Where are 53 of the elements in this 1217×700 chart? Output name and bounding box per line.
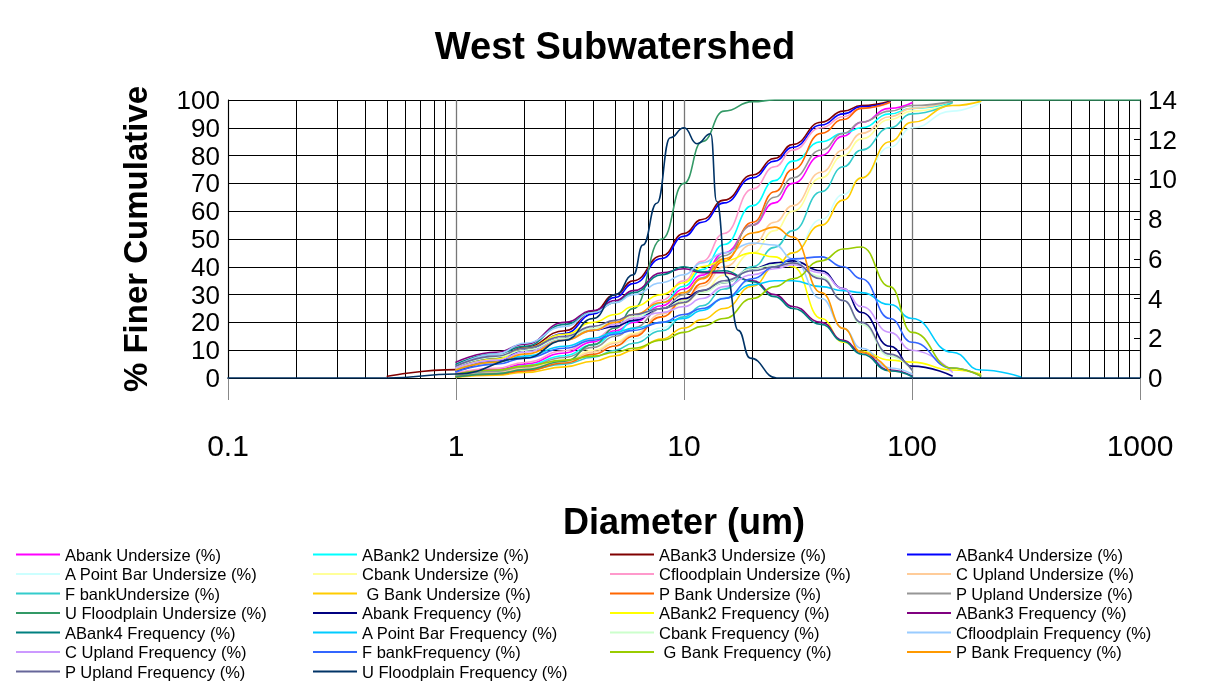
y-tick-label: 90 — [191, 112, 220, 143]
legend-label: ABank2 Frequency (%) — [659, 604, 830, 622]
y-tick-label: 60 — [191, 196, 220, 227]
y-axis-title: % Finer Cumulative — [116, 85, 154, 393]
chart-title: West Subwatershed — [434, 25, 796, 67]
legend-label: P Bank Frequency (%) — [956, 643, 1122, 661]
y-tick-label: 40 — [191, 251, 220, 282]
legend-label: ABank4 Frequency (%) — [65, 623, 236, 642]
x-tick-label: 1 — [447, 428, 465, 462]
legend-label: G Bank Frequency (%) — [659, 643, 832, 661]
legend-label: ABank2 Undersize (%) — [362, 545, 529, 564]
x-tick-label: 0.1 — [207, 428, 249, 462]
x-tick-label: 10 — [667, 428, 701, 462]
legend-label: Cfloodplain Undersize (%) — [659, 565, 851, 583]
x-tick-label: 100 — [886, 428, 938, 462]
y2-tick-label: 8 — [1148, 204, 1163, 235]
y2-tick-label: 6 — [1148, 243, 1163, 274]
legend-label: Abank Frequency (%) — [362, 604, 522, 622]
y2-tick-label: 12 — [1148, 124, 1177, 155]
y-tick-label: 30 — [191, 279, 220, 310]
legend-label: ABank3 Undersize (%) — [659, 545, 826, 564]
y-tick-label: 70 — [191, 168, 220, 199]
legend-label: C Upland Frequency (%) — [65, 643, 247, 661]
legend-label: F bankUndersize (%) — [65, 584, 220, 603]
y2-tick-label: 0 — [1148, 363, 1163, 393]
legend-label: ABank3 Frequency (%) — [956, 604, 1127, 622]
y2-tick-label: 14 — [1148, 85, 1177, 115]
legend-label: A Point Bar Frequency (%) — [362, 623, 558, 642]
x-axis-title: Diameter (um) — [562, 500, 806, 542]
legend-label: P Upland Undersize (%) — [956, 584, 1133, 603]
legend-label: Cfloodplain Frequency (%) — [956, 623, 1152, 642]
legend-label: P Upland Frequency (%) — [65, 662, 246, 681]
legend-label: ABank4 Undersize (%) — [956, 545, 1123, 564]
legend-label: F bankFrequency (%) — [362, 643, 521, 661]
y2-tick-label: 10 — [1148, 164, 1177, 195]
y-tick-label: 50 — [191, 224, 220, 254]
y-tick-label: 80 — [191, 140, 220, 171]
legend-label: P Bank Undersize (%) — [659, 584, 822, 603]
legend-label: Abank Undersize (%) — [65, 545, 221, 564]
legend-label: Cbank Frequency (%) — [659, 623, 820, 642]
y-tick-label: 0 — [205, 363, 220, 393]
y-tick-label: 20 — [191, 307, 220, 338]
legend-label: A Point Bar Undersize (%) — [65, 565, 257, 583]
y-tick-label: 10 — [191, 335, 220, 366]
y2-tick-label: 2 — [1148, 323, 1163, 354]
legend-label: U Floodplain Undersize (%) — [65, 604, 267, 622]
legend-label: C Upland Undersize (%) — [956, 565, 1134, 583]
y-tick-label: 100 — [176, 85, 220, 115]
legend-label: U Floodplain Frequency (%) — [362, 662, 568, 681]
legend-label: G Bank Undersize (%) — [362, 584, 531, 603]
y2-tick-label: 4 — [1148, 283, 1163, 314]
x-tick-label: 1000 — [1106, 428, 1174, 462]
legend-label: Cbank Undersize (%) — [362, 565, 519, 583]
